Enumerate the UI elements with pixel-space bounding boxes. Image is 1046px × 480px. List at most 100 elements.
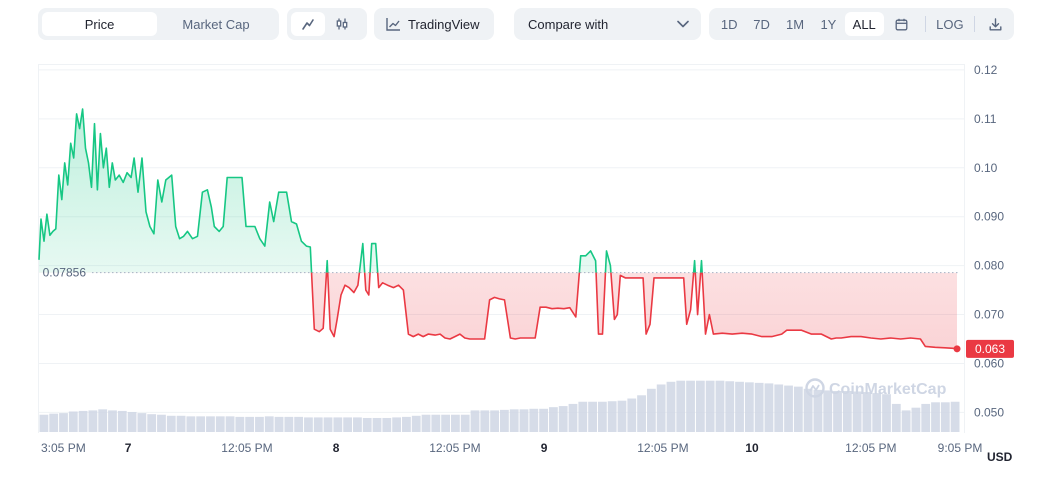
volume-bar (872, 393, 882, 432)
volume-bar (284, 416, 294, 432)
volume-bar (901, 410, 911, 432)
price-lines (38, 108, 958, 350)
y-tick-label: 0.070 (974, 308, 1004, 322)
x-tick-label: 7 (125, 441, 132, 455)
watermark-text: CoinMarketCap (829, 381, 947, 398)
volume-bar (940, 402, 950, 432)
line-chart-icon (302, 19, 314, 30)
volume-bar (931, 402, 940, 432)
date-range-button[interactable] (884, 12, 919, 36)
volume-bar (588, 401, 597, 432)
volume-bars (39, 380, 960, 432)
log-scale-button[interactable]: LOG (936, 16, 964, 32)
volume-bar (225, 416, 235, 432)
download-button[interactable] (981, 12, 1010, 36)
volume-bar (411, 415, 421, 432)
volume-bar (264, 416, 274, 432)
price-line-down (310, 272, 958, 350)
price-areas (39, 109, 957, 349)
x-axis: 3:05 PM 7 12:05 PM 8 12:05 PM 9 12:05 PM 10 12:0… (41, 441, 982, 455)
volume-bar (793, 386, 803, 432)
volume-bar (215, 416, 225, 432)
volume-bar (255, 416, 264, 432)
volume-bar (715, 380, 725, 432)
last-price-dot (953, 345, 961, 353)
volume-bar (607, 401, 617, 432)
compare-with-dropdown[interactable]: Compare with (514, 8, 701, 40)
range-1m[interactable]: 1M (785, 16, 805, 32)
range-all[interactable]: ALL (844, 12, 884, 36)
volume-bar (784, 385, 793, 432)
volume-bar (627, 398, 637, 432)
volume-bar (558, 406, 568, 432)
price-marketcap-toggle: Price Market Cap (38, 8, 279, 40)
y-tick-label: 0.050 (974, 405, 1004, 419)
volume-bar (382, 417, 392, 432)
chevron-down-icon (677, 20, 689, 28)
volume-bar (362, 417, 372, 432)
range-1d[interactable]: 1D (720, 16, 738, 32)
x-tick-label: 12:05 PM (845, 441, 896, 455)
chart-toolbar: Price Market Cap TradingView Compare wit… (38, 8, 1014, 40)
range-7d[interactable]: 7D (753, 16, 770, 32)
area-below-reference (39, 272, 957, 349)
volume-bar (343, 417, 353, 432)
candlestick-button[interactable] (325, 12, 359, 36)
volume-bar (911, 407, 921, 432)
volume-bar (166, 415, 176, 432)
volume-bar (480, 410, 490, 432)
range-1y[interactable]: 1Y (820, 16, 837, 32)
toolbar-divider (973, 16, 975, 32)
volume-bar (744, 382, 754, 432)
volume-bar (88, 410, 98, 432)
volume-bar (235, 416, 245, 432)
watermark: CoinMarketCap (805, 378, 947, 398)
tradingview-label: TradingView (408, 16, 480, 32)
market-cap-tab[interactable]: Market Cap (182, 16, 250, 32)
volume-bar (372, 417, 382, 432)
y-tick-label: 0.11 (974, 112, 997, 126)
y-axis: 0.050 0.060 0.070 0.080 0.090 0.10 0.11 0.12 (974, 63, 1004, 420)
volume-bar (637, 395, 646, 432)
volume-bar (451, 414, 460, 432)
volume-bar (921, 403, 931, 432)
volume-bar (842, 390, 852, 432)
volume-bar (49, 413, 59, 432)
volume-bar (196, 416, 206, 432)
volume-bar (509, 409, 519, 432)
volume-bar (666, 381, 676, 432)
volume-bar (754, 382, 764, 432)
volume-bar (323, 417, 333, 432)
line-chart-button[interactable] (291, 12, 325, 36)
volume-bar (313, 417, 323, 432)
price-tab[interactable]: Price (42, 12, 157, 36)
x-tick-label: 3:05 PM (41, 441, 86, 455)
volume-bar (470, 410, 480, 432)
x-tick-label: 10 (745, 441, 759, 455)
range-toggle: 1D 7D 1M 1Y ALL LOG (709, 8, 1014, 40)
volume-bar (833, 390, 842, 432)
x-tick-label: 9:05 PM (938, 441, 983, 455)
volume-bar (500, 409, 509, 432)
tradingview-button[interactable]: TradingView (374, 8, 494, 40)
volume-bar (529, 408, 539, 432)
volume-bar (490, 410, 499, 432)
volume-bar (578, 401, 588, 432)
volume-bar (431, 414, 441, 432)
volume-bar (891, 403, 901, 432)
last-price-label: 0.063 (975, 342, 1005, 356)
volume-bar (402, 416, 411, 432)
volume-bar (392, 417, 402, 432)
volume-bar (157, 414, 166, 432)
area-above-reference (39, 109, 703, 273)
x-tick-label: 12:05 PM (221, 441, 272, 455)
compare-with-label: Compare with (528, 16, 609, 32)
reference-price-label: 0.07856 (43, 266, 87, 280)
volume-bar (725, 381, 735, 432)
volume-bar (548, 407, 558, 432)
tradingview-icon (386, 18, 400, 31)
calendar-icon (895, 18, 908, 30)
volume-bar (78, 410, 88, 432)
volume-bar (862, 392, 872, 432)
